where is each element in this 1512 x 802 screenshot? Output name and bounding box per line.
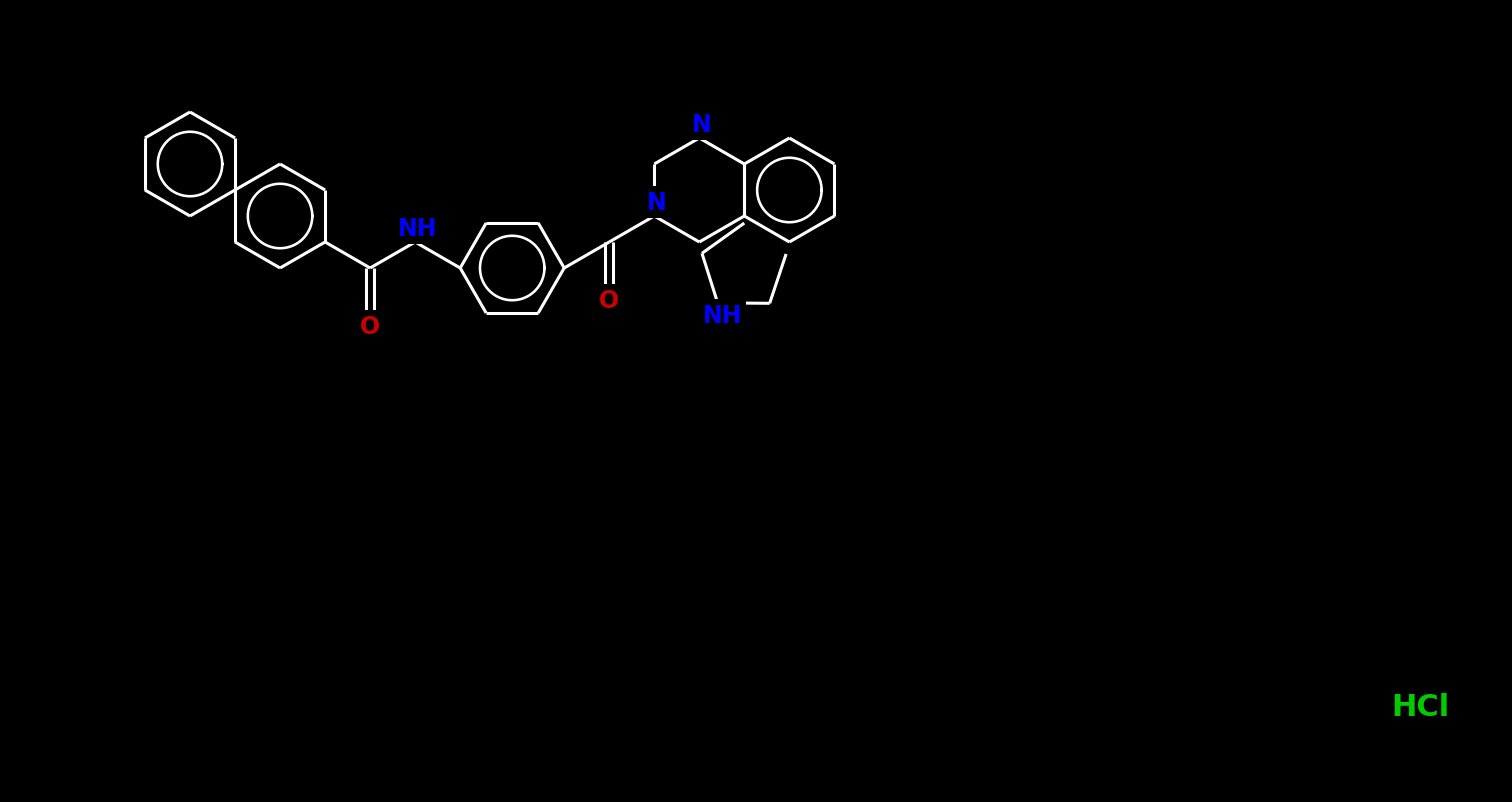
Text: N: N (647, 191, 667, 215)
Text: NH: NH (398, 217, 437, 241)
Text: HCl: HCl (1391, 693, 1448, 722)
Text: O: O (599, 289, 620, 313)
Text: O: O (360, 314, 380, 338)
Text: NH: NH (703, 303, 742, 327)
Text: N: N (691, 113, 711, 137)
